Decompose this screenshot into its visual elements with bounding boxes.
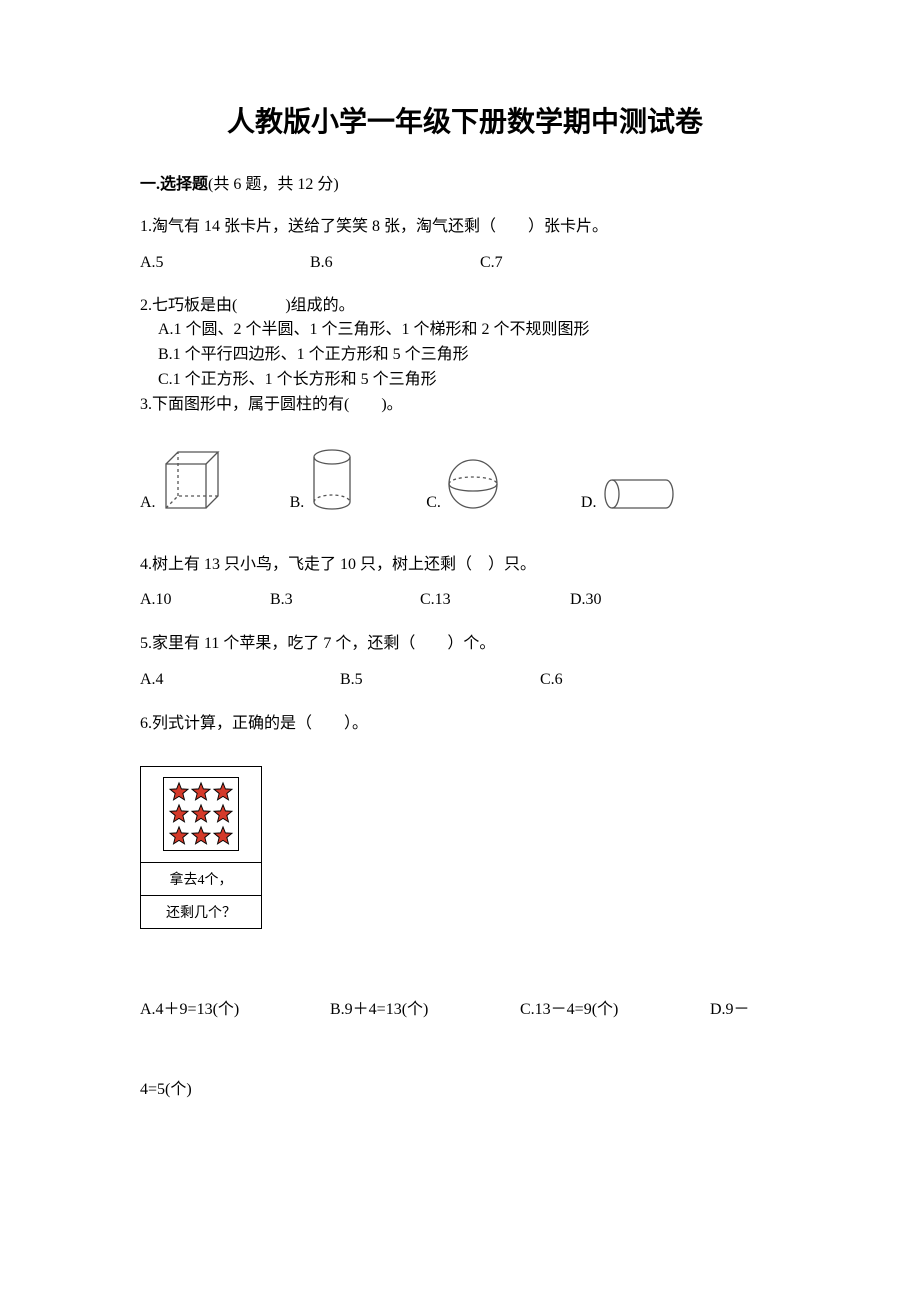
q6-box: 拿去4个， 还剩几个？ xyxy=(140,766,262,929)
q1-opt-a: A.5 xyxy=(140,254,310,272)
q2-opt-b: B.1 个平行四边形、1 个正方形和 5 个三角形 xyxy=(140,343,790,368)
section-1-prefix: 一.选择题 xyxy=(140,176,208,193)
q2-opt-a: A.1 个圆、2 个半圆、1 个三角形、1 个梯形和 2 个不规则图形 xyxy=(140,318,790,343)
star-icon xyxy=(190,825,212,847)
q6-options: A.4＋9=13(个) B.9＋4=13(个) C.13－4=9(个) D.9－ xyxy=(140,995,790,1019)
q3-opt-a-label: A. xyxy=(140,494,156,512)
q5-options: A.4 B.5 C.6 xyxy=(140,671,790,689)
q3-text: 3.下面图形中，属于圆柱的有( )。 xyxy=(140,393,790,418)
section-1-header: 一.选择题(共 6 题，共 12 分) xyxy=(140,170,790,194)
q1-options: A.5 B.6 C.7 xyxy=(140,254,790,272)
section-1-rest: (共 6 题，共 12 分) xyxy=(208,176,339,193)
q6-opt-a: A.4＋9=13(个) xyxy=(140,995,330,1019)
star-icon xyxy=(168,803,190,825)
star-icon xyxy=(190,781,212,803)
q6-text: 6.列式计算，正确的是（ ）。 xyxy=(140,711,790,737)
cylinder-horizontal-icon xyxy=(600,476,678,512)
q4-opt-c: C.13 xyxy=(420,591,570,609)
q3-opt-c-label: C. xyxy=(426,494,441,512)
sphere-icon xyxy=(445,456,501,512)
q3-opt-d-label: D. xyxy=(581,494,597,512)
q6-cont: 4=5(个) xyxy=(140,1077,790,1103)
page-title: 人教版小学一年级下册数学期中测试卷 xyxy=(140,100,790,140)
q4-options: A.10 B.3 C.13 D.30 xyxy=(140,591,790,609)
star-icon xyxy=(212,825,234,847)
q3-shapes: A. B. xyxy=(140,448,790,512)
q1-text: 1.淘气有 14 张卡片，送给了笑笑 8 张，淘气还剩（ ）张卡片。 xyxy=(140,214,790,240)
q5-opt-b: B.5 xyxy=(340,671,540,689)
q6-opt-d: D.9－ xyxy=(710,995,750,1019)
q5-opt-c: C.6 xyxy=(540,671,563,689)
q2-opt-c: C.1 个正方形、1 个长方形和 5 个三角形 xyxy=(140,368,790,393)
star-icon xyxy=(168,825,190,847)
q4-opt-b: B.3 xyxy=(270,591,420,609)
q6-box-line2: 还剩几个？ xyxy=(141,896,262,929)
q4-opt-a: A.10 xyxy=(140,591,270,609)
q5-text: 5.家里有 11 个苹果，吃了 7 个，还剩（ ）个。 xyxy=(140,631,790,657)
q1-opt-c: C.7 xyxy=(480,254,503,272)
star-icon xyxy=(168,781,190,803)
q2-text: 2.七巧板是由( )组成的。 xyxy=(140,294,790,319)
q3-opt-b-label: B. xyxy=(290,494,305,512)
q4-text: 4.树上有 13 只小鸟，飞走了 10 只，树上还剩（ ）只。 xyxy=(140,552,790,578)
cube-icon xyxy=(160,450,220,512)
q6-box-line1: 拿去4个， xyxy=(141,863,262,896)
q4-opt-d: D.30 xyxy=(570,591,602,609)
q1-opt-b: B.6 xyxy=(310,254,480,272)
star-icon xyxy=(190,803,212,825)
stars-grid xyxy=(163,777,239,851)
q6-opt-b: B.9＋4=13(个) xyxy=(330,995,520,1019)
q5-opt-a: A.4 xyxy=(140,671,340,689)
star-icon xyxy=(212,803,234,825)
q6-opt-c: C.13－4=9(个) xyxy=(520,995,710,1019)
cylinder-vertical-icon xyxy=(308,448,356,512)
q6-stars-cell xyxy=(141,767,262,863)
star-icon xyxy=(212,781,234,803)
